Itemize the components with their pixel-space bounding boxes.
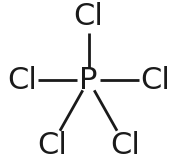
Text: Cl: Cl [7,66,37,95]
Text: Cl: Cl [140,66,170,95]
Text: Cl: Cl [74,2,103,31]
Text: Cl: Cl [37,131,67,160]
Text: Cl: Cl [110,131,140,160]
Text: P: P [79,66,98,95]
